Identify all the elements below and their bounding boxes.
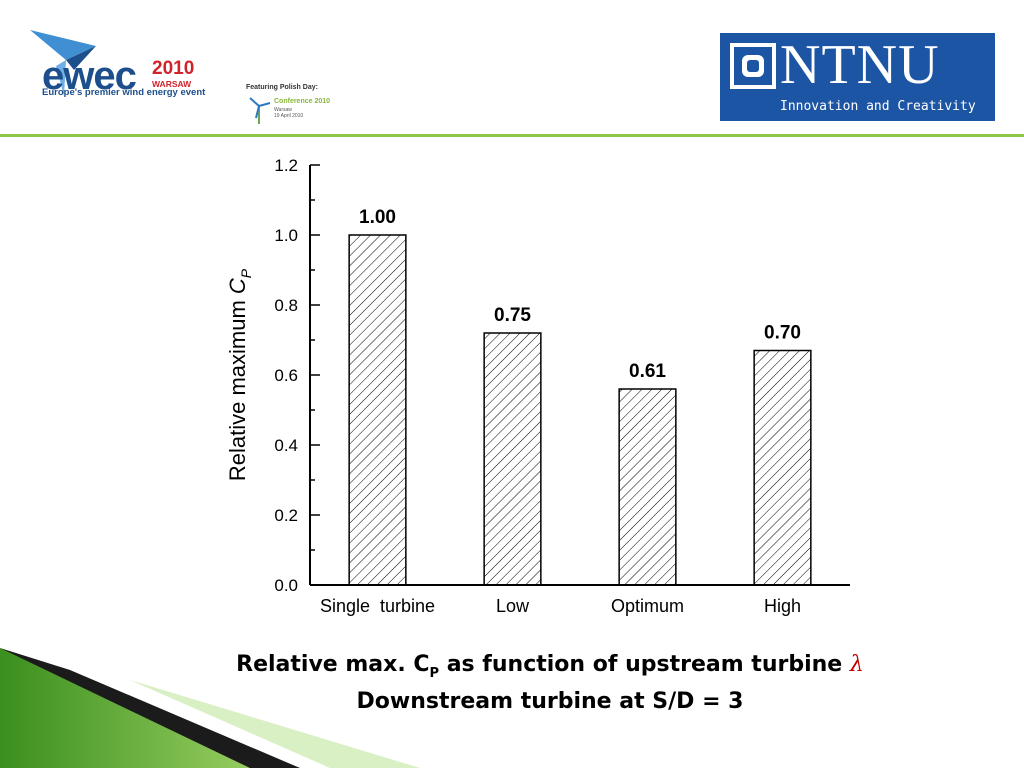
bar-data-label: 0.75 — [494, 305, 531, 326]
polish-day-heading: Featuring Polish Day: — [246, 84, 318, 91]
ntnu-logo: NTNU Innovation and Creativity — [720, 33, 995, 121]
header-divider — [0, 134, 1024, 137]
y-tick-label: 1.2 — [274, 156, 298, 175]
ewec-tagline: Europe's premier wind energy event — [42, 87, 206, 98]
slide-caption: Relative max. CP as function of upstream… — [0, 648, 1024, 719]
polish-city: Warsaw — [274, 107, 292, 113]
bar-data-label: 0.70 — [764, 323, 801, 344]
ewec-brand-text: ewec — [42, 54, 137, 98]
y-axis-label: Relative maximum CP — [225, 268, 254, 481]
polish-day-badge: Featuring Polish Day: Conference 2010 Wa… — [246, 80, 366, 130]
polish-conference: Conference 2010 — [274, 98, 331, 105]
y-tick-label: 0.0 — [274, 576, 298, 595]
wind-turbine-logo-icon — [30, 30, 96, 96]
bar — [348, 234, 407, 586]
bar — [753, 349, 812, 586]
x-category-label: Single turbine — [320, 596, 435, 616]
x-category-label: Low — [496, 596, 530, 616]
y-tick-label: 0.2 — [274, 506, 298, 525]
caption-line-1: Relative max. CP as function of upstream… — [236, 652, 864, 681]
x-category-label: Optimum — [611, 596, 684, 616]
bar-chart: 0.0 0.2 0.4 0.6 0.8 1.0 1.2 Relative maximum CP… — [225, 156, 850, 616]
y-tick-label: 0.4 — [274, 436, 298, 455]
bar — [483, 332, 542, 586]
x-category-label: High — [764, 596, 801, 616]
bar-data-label: 0.61 — [629, 361, 666, 382]
y-tick-label: 1.0 — [274, 226, 298, 245]
ntnu-square-icon — [730, 43, 776, 89]
turbine-icon — [249, 97, 271, 124]
bar — [618, 388, 677, 586]
y-tick-label: 0.8 — [274, 296, 298, 315]
ntnu-name: NTNU — [780, 34, 940, 96]
ewec-logo — [26, 26, 246, 126]
bar-data-label: 1.00 — [359, 207, 396, 228]
lambda-symbol: λ — [849, 652, 864, 677]
ewec-city: WARSAW — [152, 79, 192, 89]
polish-date: 19 April 2010 — [274, 113, 304, 119]
ewec-year: 2010 — [152, 58, 195, 79]
decorative-swoosh — [0, 648, 420, 768]
caption-line-2: Downstream turbine at S/D = 3 — [356, 689, 744, 714]
ntnu-tagline: Innovation and Creativity — [780, 99, 976, 114]
y-tick-label: 0.6 — [274, 366, 298, 385]
